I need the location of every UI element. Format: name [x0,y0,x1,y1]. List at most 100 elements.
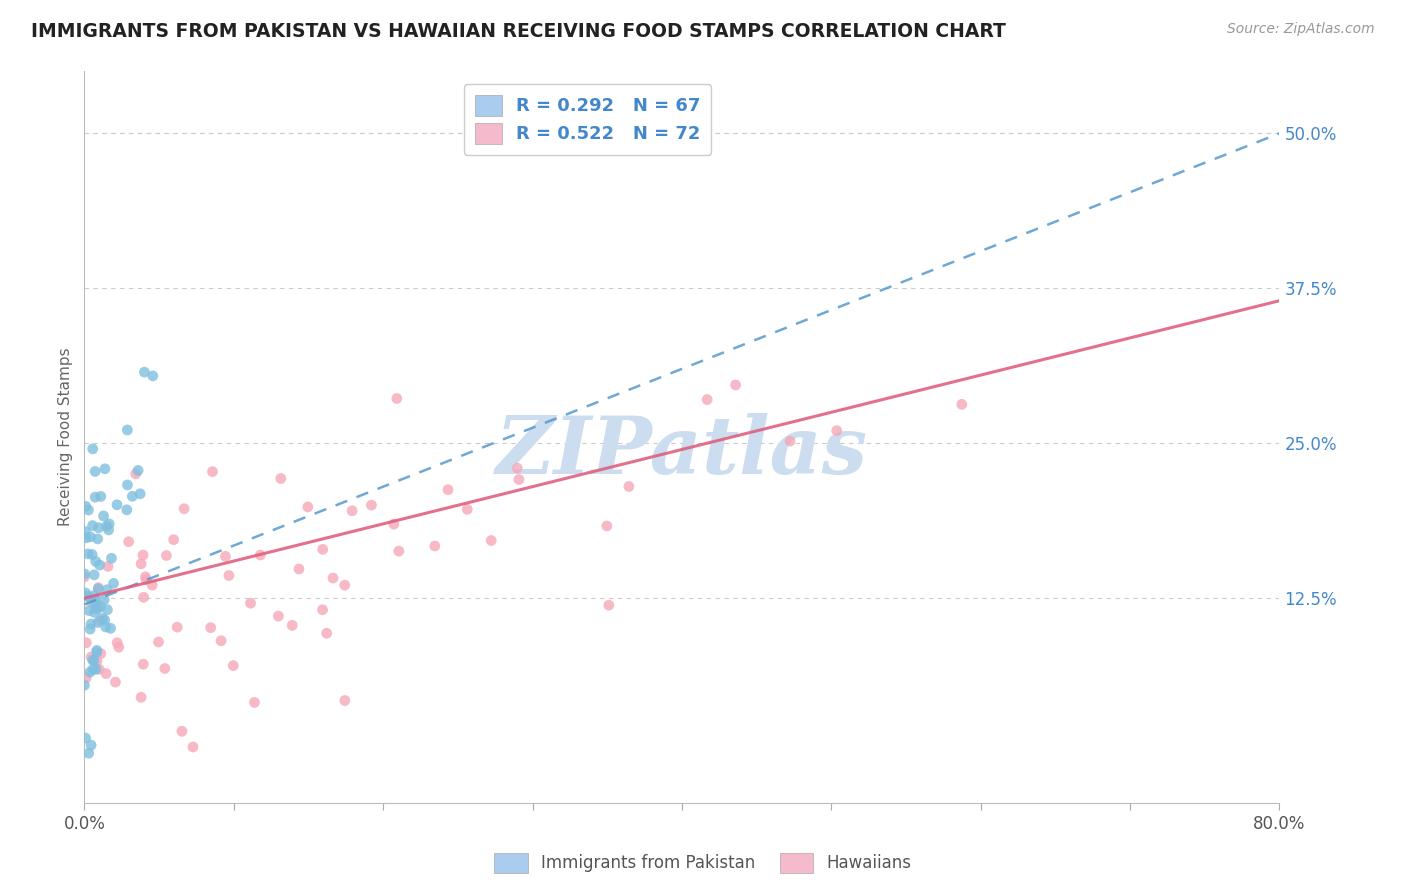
Point [77,503,100,517]
Point [127,463,149,477]
Point [75,500,97,514]
Point [267,609,290,624]
Point [94,666,117,681]
Point [382,517,405,532]
Point [148,635,170,649]
Point [163,533,186,547]
Point [311,603,333,617]
Point [239,596,262,610]
Point [508,473,530,487]
Point [201,465,224,479]
Point [132,657,155,672]
Point [75,524,97,539]
Point [93,592,115,607]
Point [80,595,103,609]
Text: ZIPatlas: ZIPatlas [496,413,868,491]
Point [84,490,107,504]
Point [437,483,460,497]
Point [80,738,103,752]
Point [134,570,156,584]
Point [86,645,108,659]
Point [75,731,97,745]
Point [79,665,101,679]
Point [142,368,165,383]
Point [243,695,266,709]
Point [90,490,112,504]
Point [96,519,118,533]
Point [249,548,271,562]
Point [270,471,292,485]
Point [86,601,108,615]
Point [75,671,97,685]
Point [80,617,103,632]
Point [84,592,107,607]
Point [333,693,356,707]
Point [200,621,222,635]
Point [86,601,108,615]
Point [825,424,848,438]
Point [94,620,117,634]
Point [385,392,408,406]
Point [77,590,100,604]
Point [596,519,619,533]
Point [121,489,143,503]
Point [80,650,103,665]
Point [75,531,97,545]
Point [84,662,107,676]
Point [479,533,502,548]
Point [83,567,105,582]
Point [87,581,110,595]
Point [103,576,125,591]
Point [77,547,100,561]
Point [153,661,176,675]
Point [218,568,240,582]
Point [97,523,120,537]
Point [222,658,245,673]
Point [125,467,148,481]
Point [75,586,97,600]
Point [214,549,236,564]
Point [105,636,128,650]
Point [105,498,128,512]
Point [86,532,108,546]
Point [617,479,640,493]
Point [91,611,114,625]
Point [83,606,105,620]
Legend: R = 0.292   N = 67, R = 0.522   N = 72: R = 0.292 N = 67, R = 0.522 N = 72 [464,84,711,154]
Point [456,502,478,516]
Point [75,636,97,650]
Point [73,570,96,584]
Point [87,662,110,676]
Point [297,500,319,514]
Point [89,599,111,614]
Point [118,534,141,549]
Point [83,589,105,603]
Point [696,392,718,407]
Point [360,498,382,512]
Point [77,604,100,618]
Point [129,487,152,501]
Point [82,442,104,456]
Point [333,578,356,592]
Point [82,662,104,676]
Point [73,678,96,692]
Text: IMMIGRANTS FROM PAKISTAN VS HAWAIIAN RECEIVING FOOD STAMPS CORRELATION CHART: IMMIGRANTS FROM PAKISTAN VS HAWAIIAN REC… [31,22,1005,41]
Point [100,621,122,635]
Point [83,654,105,668]
Point [107,640,129,655]
Point [340,504,363,518]
Point [134,365,156,379]
Point [141,578,163,592]
Point [73,567,96,582]
Legend: Immigrants from Pakistan, Hawaiians: Immigrants from Pakistan, Hawaiians [488,847,918,880]
Point [423,539,446,553]
Point [173,501,195,516]
Point [83,597,105,611]
Point [170,724,193,739]
Point [388,544,411,558]
Point [129,557,152,571]
Point [93,613,115,627]
Point [86,643,108,657]
Point [77,746,100,760]
Point [82,548,104,562]
